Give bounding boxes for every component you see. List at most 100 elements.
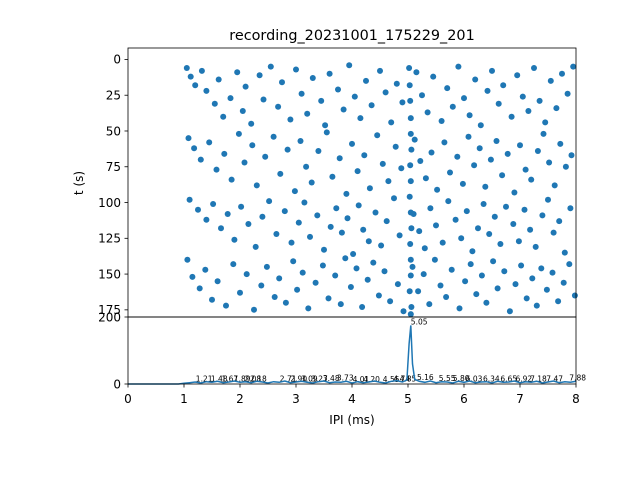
raster-point [410, 211, 417, 217]
raster-point [346, 62, 353, 69]
raster-point [326, 70, 333, 77]
bottom-y-tick-label: 0 [113, 377, 121, 391]
raster-point [506, 308, 513, 315]
raster-point [291, 188, 298, 195]
raster-point [484, 87, 491, 94]
raster-point [243, 271, 250, 278]
raster-point [329, 173, 336, 180]
bottom-y-tick-label: 200 [98, 310, 121, 324]
raster-point [239, 108, 246, 114]
raster-point [351, 93, 358, 100]
raster-point [417, 158, 424, 164]
raster-point [434, 186, 441, 193]
raster-point [295, 219, 302, 226]
raster-point [350, 251, 357, 257]
raster-point [336, 155, 343, 162]
raster-point [185, 135, 192, 142]
raster-point [357, 115, 364, 122]
raster-point [197, 156, 204, 163]
raster-point [227, 95, 234, 102]
raster-point [477, 122, 484, 129]
raster-point [198, 67, 205, 74]
raster-point [448, 266, 455, 273]
raster-point [449, 103, 456, 110]
raster-point [349, 140, 355, 147]
raster-point [522, 166, 529, 173]
raster-point [461, 95, 467, 102]
bottom-x-tick-label: 4 [348, 392, 356, 406]
raster-point [407, 241, 414, 247]
raster-point [338, 229, 345, 236]
raster-point [500, 82, 507, 89]
top-y-tick-label: 150 [98, 267, 121, 281]
raster-point [224, 211, 231, 217]
raster-point [303, 163, 310, 170]
raster-point [514, 72, 521, 79]
raster-point [549, 269, 556, 276]
raster-point [503, 203, 509, 210]
raster-point [529, 275, 536, 282]
raster-point [209, 296, 215, 303]
raster-point [183, 65, 190, 71]
raster-point [305, 305, 312, 312]
raster-point [277, 170, 284, 177]
raster-point [489, 67, 495, 74]
raster-point [301, 199, 308, 206]
raster-point [260, 96, 267, 103]
bottom-x-axis-label: IPI (ms) [329, 413, 374, 427]
raster-point [276, 275, 283, 282]
raster-point [413, 69, 420, 76]
raster-point [407, 272, 414, 279]
top-y-tick-label: 125 [98, 232, 121, 246]
raster-point [542, 119, 549, 126]
raster-point [547, 77, 554, 84]
raster-point [473, 291, 480, 298]
peak-label: 2.18 [250, 374, 267, 383]
raster-point [568, 152, 575, 159]
peak-label: 1.89 [234, 374, 251, 383]
peak-label: 3.48 [323, 374, 340, 383]
raster-point [406, 82, 413, 89]
raster-point [364, 276, 371, 283]
raster-point [430, 73, 437, 80]
raster-point [431, 256, 438, 263]
raster-point [332, 272, 339, 279]
top-y-tick-label: 100 [98, 196, 121, 210]
raster-point [366, 185, 373, 192]
peak-label: 1.67 [222, 374, 239, 383]
raster-point [308, 179, 315, 186]
raster-point [566, 261, 573, 268]
raster-point [307, 233, 313, 240]
raster-point [546, 159, 553, 166]
bottom-x-axis-ticks: 0 1 2 3 4 5 6 7 8 [124, 384, 580, 406]
peak-label: 2.08 [245, 374, 262, 383]
raster-point [407, 130, 414, 137]
raster-point [238, 203, 245, 210]
raster-point [490, 258, 497, 265]
raster-point [385, 178, 392, 185]
raster-plot: 0 25 50 75 100 125 150 175 [98, 47, 578, 318]
ipi-line [128, 325, 577, 385]
bottom-x-tick-label: 7 [516, 392, 524, 406]
raster-point [203, 216, 210, 223]
raster-point [411, 136, 418, 143]
raster-point [521, 206, 528, 213]
raster-point [483, 299, 490, 306]
raster-point [370, 259, 377, 266]
raster-point [381, 268, 388, 275]
raster-point [270, 133, 277, 140]
raster-point [342, 255, 349, 262]
raster-point [561, 249, 568, 256]
raster-point [252, 243, 259, 250]
raster-point [343, 190, 350, 197]
raster-point [267, 63, 274, 70]
raster-point [290, 258, 297, 265]
raster-point [562, 163, 569, 170]
raster-point [444, 85, 451, 92]
raster-point [495, 100, 502, 107]
raster-point [315, 148, 322, 154]
raster-point [560, 279, 567, 286]
raster-point [427, 205, 434, 212]
raster-point [259, 213, 266, 220]
raster-point [266, 198, 273, 205]
